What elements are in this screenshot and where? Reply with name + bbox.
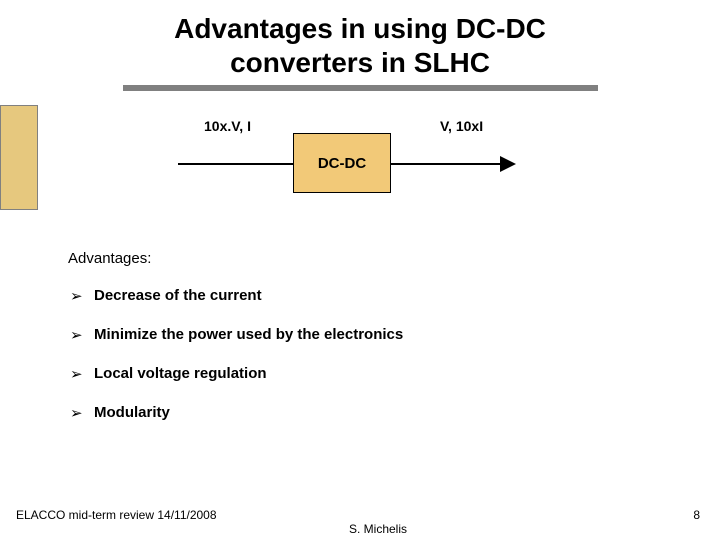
arrow-out-head <box>500 156 516 172</box>
arrow-in-line <box>178 163 294 165</box>
footer-left: ELACCO mid-term review 14/11/2008 <box>16 508 217 522</box>
diagram-output-label: V, 10xI <box>440 118 483 134</box>
title-block: Advantages in using DC-DC converters in … <box>0 0 720 91</box>
advantages-list: Decrease of the current Minimize the pow… <box>68 287 680 421</box>
footer-center: S. Michelis <box>0 522 720 536</box>
list-item: Local voltage regulation <box>68 365 680 382</box>
title-line-1: Advantages in using DC-DC <box>0 12 720 46</box>
footer-author: S. Michelis <box>349 522 407 536</box>
list-item: Modularity <box>68 404 680 421</box>
dcdc-box-label: DC-DC <box>318 155 366 172</box>
arrow-out-line <box>390 163 506 165</box>
title-line-2: converters in SLHC <box>0 46 720 80</box>
dcdc-box: DC-DC <box>293 133 391 193</box>
title-underline <box>123 85 598 91</box>
footer-page-number: 8 <box>693 508 700 522</box>
slide: Advantages in using DC-DC converters in … <box>0 0 720 540</box>
content-block: Advantages: Decrease of the current Mini… <box>68 250 680 443</box>
dcdc-diagram: 10x.V, I V, 10xI DC-DC <box>180 118 540 218</box>
diagram-input-label: 10x.V, I <box>204 118 251 134</box>
advantages-heading: Advantages: <box>68 250 680 267</box>
sidebar-accent <box>0 105 38 210</box>
list-item: Decrease of the current <box>68 287 680 304</box>
list-item: Minimize the power used by the electroni… <box>68 326 680 343</box>
